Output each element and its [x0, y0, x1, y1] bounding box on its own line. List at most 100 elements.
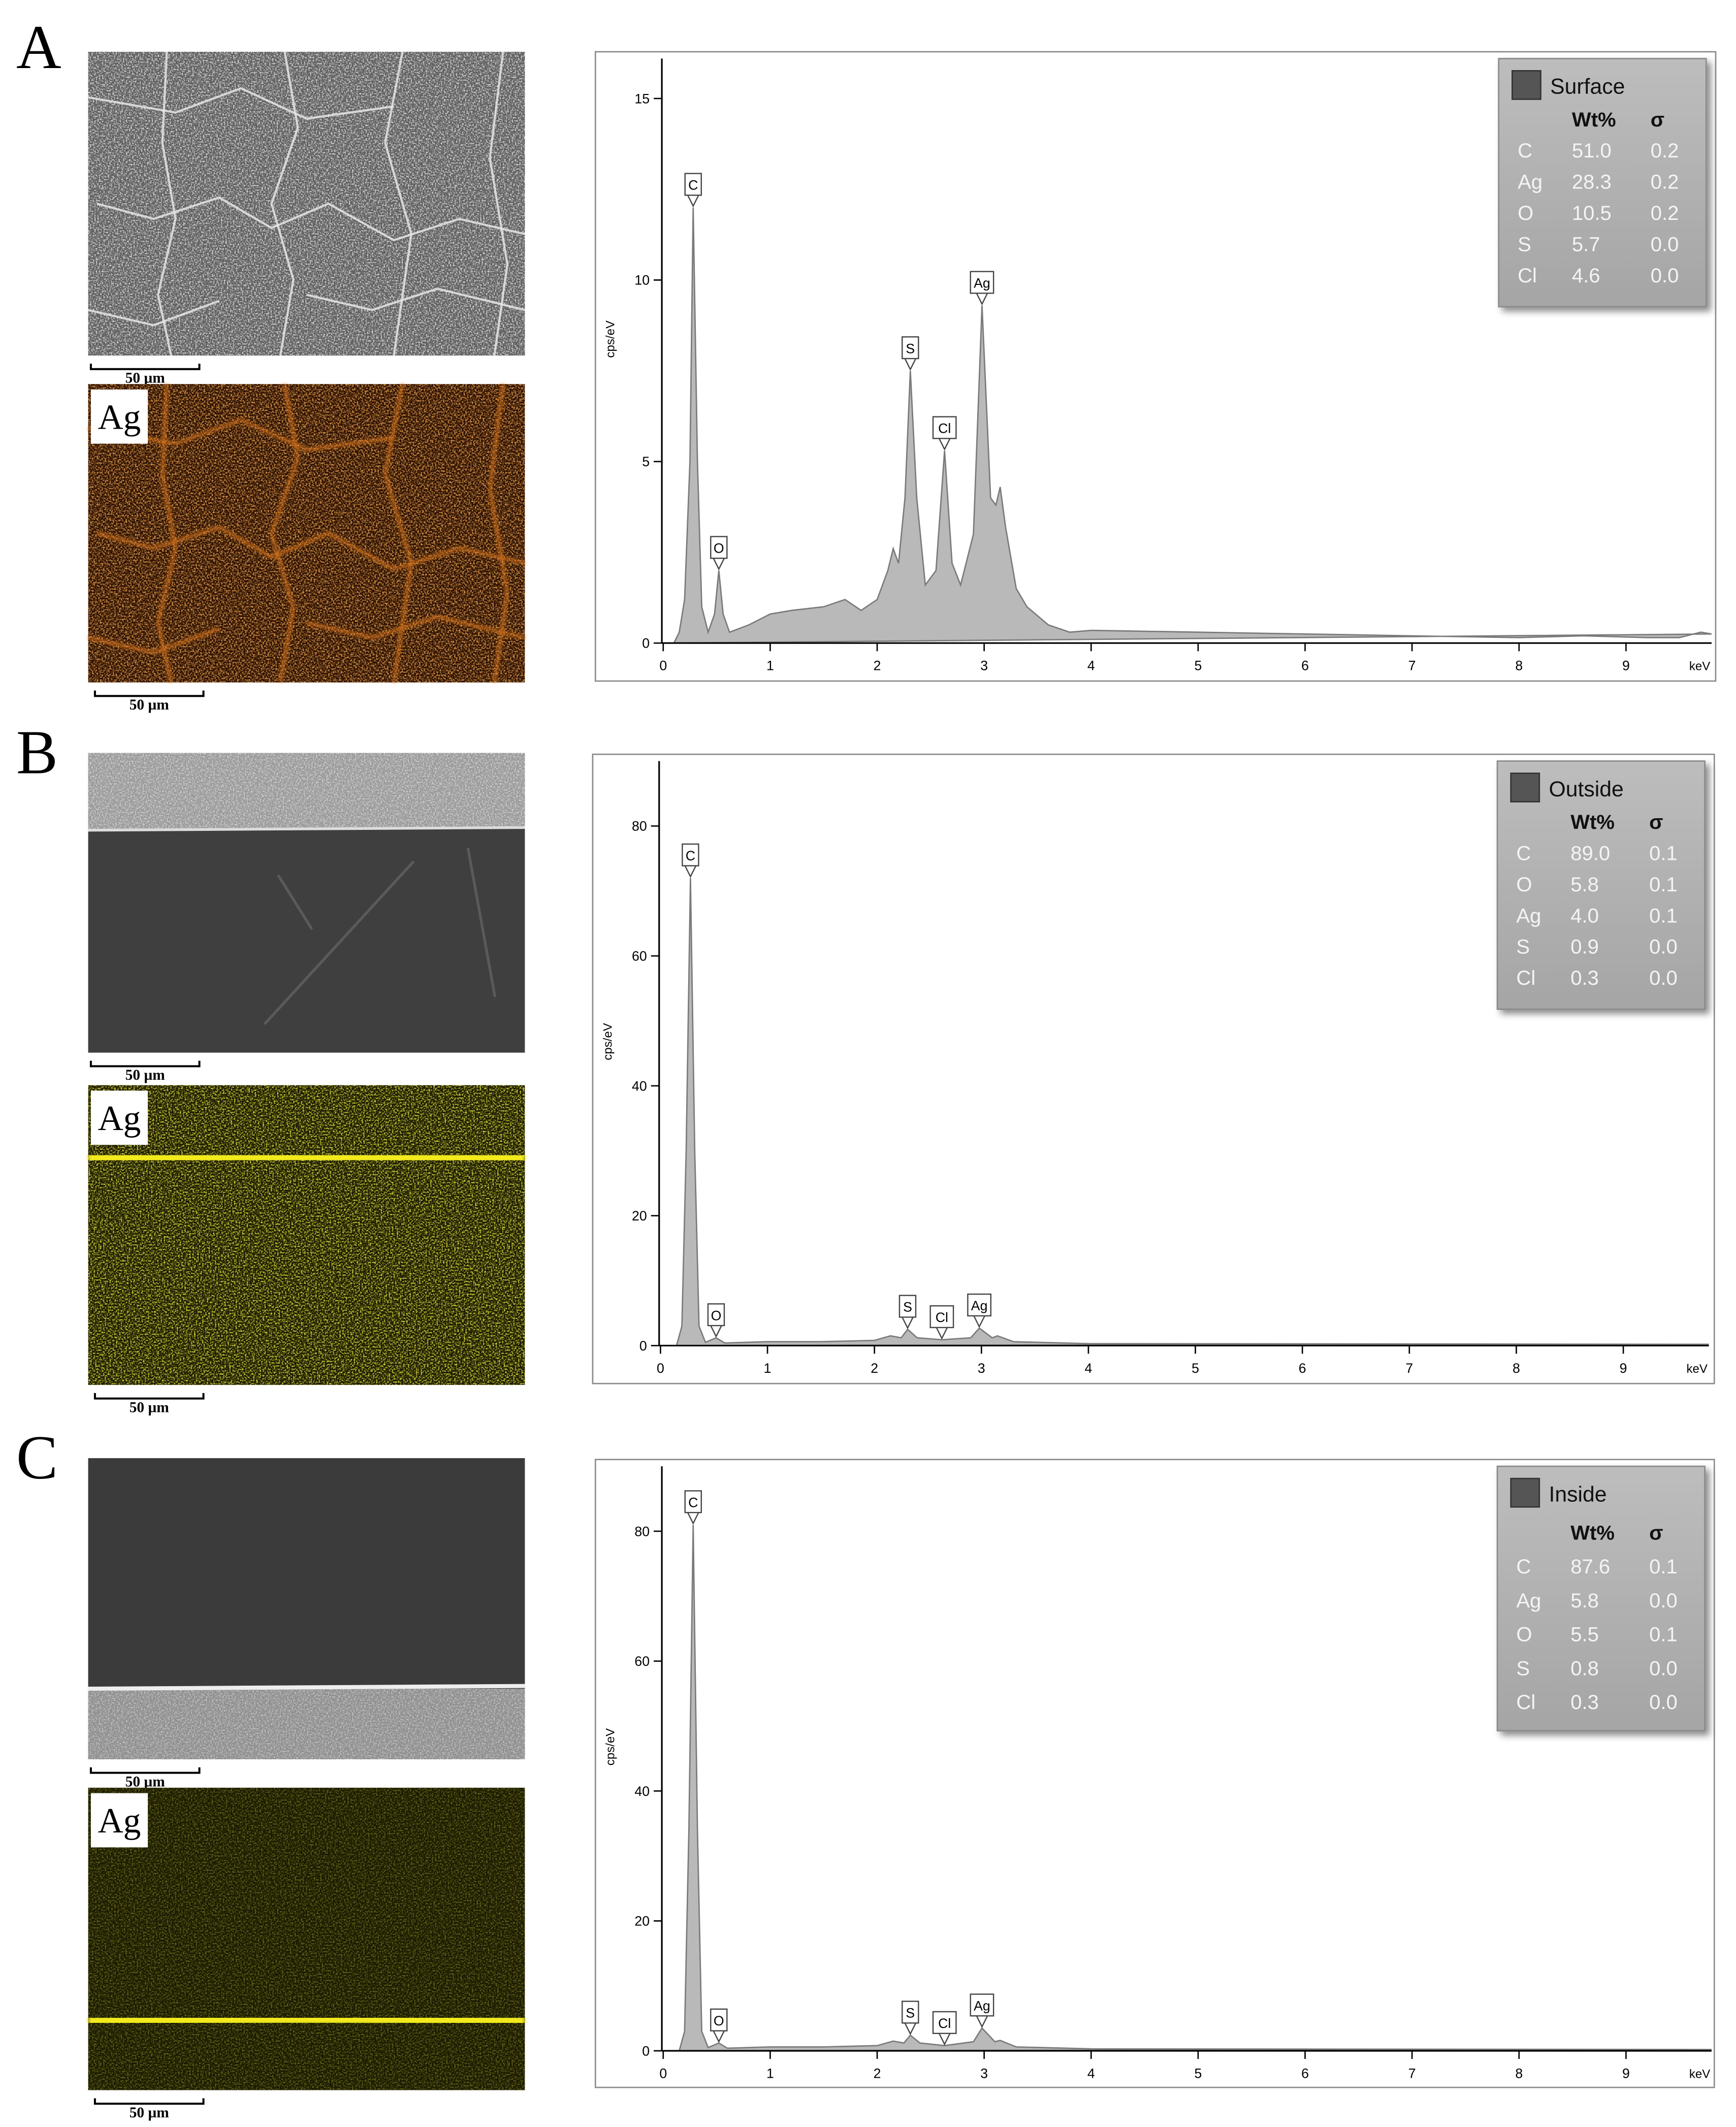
legend-header: Wt% [1570, 811, 1615, 833]
legend-cell: 0.0 [1649, 1691, 1678, 1714]
scale-bar-label: 50 µm [130, 2105, 169, 2121]
peak-label-box [929, 1305, 954, 1329]
spectrum-area [663, 207, 1712, 644]
legend-box [1496, 1465, 1706, 1732]
peak-label: C [688, 1495, 698, 1510]
panel-label: C [16, 1423, 58, 1492]
peak-label: O [714, 541, 724, 556]
legend-cell: 0.0 [1649, 1590, 1678, 1612]
legend-cell: O [1516, 874, 1532, 896]
legend-cell: 87.6 [1570, 1556, 1610, 1578]
peak-label-box [684, 1490, 702, 1513]
spectrum-area [660, 878, 1709, 1346]
legend-cell: 0.3 [1570, 1691, 1599, 1714]
x-axis-label: keV [1689, 660, 1710, 673]
y-tick-label: 20 [632, 1208, 647, 1223]
peak-label-box [970, 271, 994, 294]
x-tick-label: 5 [1194, 2066, 1202, 2081]
peak-pointer [713, 2031, 725, 2043]
y-tick-label: 80 [634, 1524, 650, 1539]
x-tick-label: 5 [1192, 1361, 1199, 1376]
x-tick-label: 4 [1087, 658, 1095, 673]
peak-label: Cl [938, 421, 951, 436]
sem-texture [88, 51, 525, 356]
map-label-box [90, 389, 148, 444]
peak-pointer [684, 865, 697, 878]
x-tick-label: 7 [1408, 2066, 1416, 2081]
map-label: Ag [98, 1801, 141, 1841]
legend-cell: 5.8 [1570, 1590, 1599, 1612]
sem-crack [384, 51, 413, 356]
legend-cell: 0.9 [1570, 936, 1599, 958]
peak-label: O [711, 1308, 722, 1323]
legend-cell: Cl [1518, 265, 1537, 287]
peak-pointer [710, 1325, 722, 1338]
y-tick-label: 80 [632, 819, 647, 834]
sem-crack [88, 300, 220, 327]
scale-bar-label: 50 µm [125, 1774, 165, 1790]
map-network [96, 525, 526, 571]
legend-cell: 0.0 [1651, 233, 1679, 255]
sem-image [88, 51, 525, 356]
legend-cell: C [1516, 1556, 1531, 1578]
x-tick-label: 2 [874, 658, 881, 673]
legend-header: Wt% [1572, 109, 1616, 131]
x-tick-label: 7 [1405, 1361, 1413, 1376]
map-label: Ag [98, 398, 141, 437]
peak-pointer [902, 1316, 914, 1330]
legend-cell: 0.1 [1649, 842, 1678, 864]
y-tick-label: 60 [634, 1654, 650, 1669]
legend-cell: 4.0 [1570, 905, 1599, 927]
legend-cell: S [1518, 233, 1531, 255]
ag-map [88, 1787, 525, 2090]
peak-label-box [707, 1303, 725, 1327]
peak-label-box [898, 1295, 917, 1318]
legend-cell: Ag [1516, 1590, 1541, 1612]
x-tick-label: 5 [1194, 658, 1202, 673]
spectrum-area [663, 1525, 1712, 2052]
x-tick-label: 9 [1620, 1361, 1627, 1376]
y-tick-label: 60 [632, 949, 647, 964]
peak-label: O [714, 2013, 724, 2028]
peak-label-box [684, 173, 702, 196]
map-band [88, 2012, 525, 2028]
y-tick-label: 40 [632, 1078, 647, 1093]
legend-cell: 5.8 [1570, 874, 1599, 896]
peak-label-box [932, 2011, 957, 2034]
legend-cell: Ag [1516, 905, 1541, 927]
x-tick-label: 3 [980, 2066, 988, 2081]
peak-label: S [906, 341, 915, 356]
x-tick-label: 1 [766, 658, 774, 673]
legend-cell: 0.0 [1649, 967, 1678, 989]
y-axis-label: cps/eV [604, 1728, 618, 1765]
peak-label: S [906, 2006, 915, 2021]
map-network [87, 627, 220, 655]
peak-label: Ag [974, 276, 990, 291]
legend-cell: Cl [1516, 967, 1535, 989]
legend-cell: C [1518, 140, 1532, 162]
y-tick-label: 15 [634, 91, 650, 106]
peak-pointer [713, 558, 725, 571]
legend-cell: 89.0 [1570, 842, 1610, 864]
legend-cell: 0.0 [1651, 265, 1679, 287]
y-tick-label: 0 [639, 1338, 647, 1353]
peak-pointer [904, 2022, 917, 2036]
legend-cell: Ag [1518, 171, 1542, 194]
legend-name: Inside [1549, 1483, 1606, 1507]
scale-bar-label: 50 µm [125, 1067, 165, 1083]
sem-crack [88, 87, 394, 120]
x-tick-label: 3 [978, 1361, 985, 1376]
x-tick-label: 2 [871, 1361, 878, 1376]
map-label-box [90, 1090, 148, 1145]
legend-name: Surface [1550, 75, 1625, 99]
map-network [270, 383, 300, 683]
panel-label: A [16, 13, 61, 82]
y-axis-label: cps/eV [601, 1023, 615, 1060]
legend-cell: 5.7 [1572, 233, 1600, 255]
scale-bar [89, 364, 201, 370]
sem-crack [306, 287, 525, 311]
x-tick-label: 3 [980, 658, 988, 673]
sem-texture [88, 1689, 525, 1759]
legend-cell: 0.1 [1649, 874, 1678, 896]
